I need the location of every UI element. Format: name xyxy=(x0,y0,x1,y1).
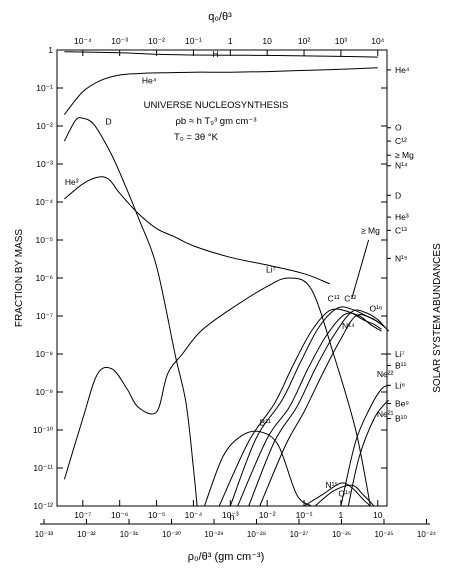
series-line xyxy=(347,399,390,507)
y-tick-label: 10⁻¹⁰ xyxy=(33,425,54,435)
annotation-line-1: ρb ≈ h T₉³ gm cm⁻³ xyxy=(176,116,257,127)
rho-tick-label: 10⁻³¹ xyxy=(120,530,139,539)
y-tick-label: 10⁻¹¹ xyxy=(33,463,53,473)
y-tick-label: 10⁻⁷ xyxy=(36,311,53,321)
y-tick-label: 10⁻⁴ xyxy=(35,197,53,207)
curve-label: Ne²¹ xyxy=(377,409,394,419)
top-tick-label: 10² xyxy=(298,36,310,46)
series-line xyxy=(64,51,378,58)
curve-label: C¹³ xyxy=(328,294,340,304)
y-tick-label: 10⁻⁹ xyxy=(35,387,53,397)
right-axis-title: SOLAR SYSTEM ABUNDANCES xyxy=(432,243,443,393)
mg-arrow-line xyxy=(351,239,370,299)
series-line xyxy=(248,309,386,507)
curve-label: D xyxy=(106,116,112,126)
curve-label: B¹¹ xyxy=(260,418,272,428)
h-axis-title: h xyxy=(230,512,235,522)
right-abundance-label: O xyxy=(395,123,402,133)
top-tick-label: 10⁻⁴ xyxy=(74,36,92,46)
h-tick-label: 10⁻⁷ xyxy=(74,510,91,520)
h-tick-label: 10⁻⁵ xyxy=(148,510,165,520)
top-tick-label: 10⁻¹ xyxy=(185,36,202,46)
series-line xyxy=(218,308,382,507)
curve-label: ≥ Mg xyxy=(361,225,380,235)
top-tick-label: 1 xyxy=(228,36,233,46)
h-tick-label: 10⁻¹ xyxy=(296,510,313,520)
right-abundance-label: He⁴ xyxy=(395,65,410,75)
rho-axis-title: ρ₀/θ³ (gm cm⁻³) xyxy=(188,551,265,563)
series-line xyxy=(63,277,371,507)
top-tick-label: 10⁻³ xyxy=(111,36,128,46)
series-line xyxy=(314,484,375,507)
right-abundance-label: N¹⁴ xyxy=(395,161,408,171)
chart-series xyxy=(63,51,390,507)
right-abundance-label: He³ xyxy=(395,212,409,222)
rho-tick-label: 10⁻²⁶ xyxy=(332,530,351,539)
y-tick-label: 1 xyxy=(48,45,53,55)
y-tick-label: 10⁻² xyxy=(36,121,53,131)
series-line xyxy=(303,482,371,507)
right-abundance-label: Li⁷ xyxy=(395,349,405,359)
series-line xyxy=(63,117,198,507)
top-tick-label: 10³ xyxy=(335,36,347,46)
y-tick-label: 10⁻¹² xyxy=(33,501,53,511)
right-abundance-label: ≥ Mg xyxy=(395,150,414,160)
curve-label: Ne²² xyxy=(377,369,394,379)
h-tick-label: 10⁻³ xyxy=(222,510,239,520)
curve-label: O¹⁷ xyxy=(338,488,351,498)
rho-tick-label: 10⁻³³ xyxy=(35,530,54,539)
rho-tick-label: 10⁻²⁵ xyxy=(374,530,393,539)
right-abundance-label: C¹² xyxy=(395,136,407,146)
right-abundance-label: Li⁶ xyxy=(395,380,405,390)
right-abundance-label: Be⁹ xyxy=(395,398,409,408)
h-tick-label: 10⁻⁶ xyxy=(111,510,128,520)
curve-label: Li⁷ xyxy=(266,264,276,274)
top-tick-label: 10 xyxy=(262,36,272,46)
h-tick-label: 10⁻⁴ xyxy=(185,510,203,520)
y-tick-label: 10⁻³ xyxy=(36,159,53,169)
annotation-line-2: T₀ = 3θ °K xyxy=(174,132,219,143)
curve-label: N¹⁴ xyxy=(342,321,355,331)
rho-tick-label: 10⁻³⁰ xyxy=(162,530,181,539)
right-abundance-label: B¹¹ xyxy=(395,360,407,370)
curve-label: H xyxy=(212,49,218,59)
series-line xyxy=(64,176,330,285)
h-tick-label: 10⁻² xyxy=(259,510,276,520)
rho-tick-label: 10⁻²⁹ xyxy=(204,530,223,539)
series-line xyxy=(64,67,378,115)
series-line xyxy=(259,314,390,507)
rho-tick-label: 10⁻³² xyxy=(77,530,96,539)
rho-tick-label: 10⁻²⁸ xyxy=(247,530,266,539)
chart-axes: 1 10⁻¹ 10⁻² 10⁻³ 10⁻⁴ 10⁻⁵ 10⁻⁶ 10⁻⁷ 10⁻⁸ 10⁻⁹ 10⁻… xyxy=(14,11,443,563)
curve-label: N¹⁵ xyxy=(325,480,338,490)
right-abundance-label: N¹⁵ xyxy=(395,253,408,263)
top-tick-label: 10⁻² xyxy=(148,36,165,46)
series-line xyxy=(237,312,382,507)
top-tick-label: 10⁴ xyxy=(371,36,384,46)
right-abundance-label: C¹³ xyxy=(395,225,407,235)
curve-label: He⁴ xyxy=(142,76,157,86)
h-tick-label: 10 xyxy=(373,510,383,520)
curve-label: He³ xyxy=(65,177,79,187)
y-axis-title: FRACTION BY MASS xyxy=(14,229,25,327)
curve-label: C¹² xyxy=(344,294,356,304)
chart-labels: H He⁴ D He³ Li⁷ ≥ Mg C¹³ C¹² O¹⁶ N¹⁴ Ne²² Ne²¹ B¹¹ N¹… xyxy=(65,49,394,498)
y-tick-label: 10⁻⁶ xyxy=(36,273,53,283)
right-abundance-label: B¹⁰ xyxy=(395,414,408,424)
annotation-title: UNIVERSE NUCLEOSYNTHESIS xyxy=(144,100,289,111)
y-tick-label: 10⁻¹ xyxy=(36,83,53,93)
y-tick-label: 10⁻⁵ xyxy=(36,235,53,245)
right-abundance-label: D xyxy=(395,190,401,200)
series-line xyxy=(204,430,312,507)
curve-label: O¹⁶ xyxy=(369,304,382,314)
h-tick-label: 1 xyxy=(339,510,344,520)
series-line xyxy=(340,384,390,507)
top-axis-title: q₀/θ³ xyxy=(208,11,232,23)
rho-tick-label: 10⁻²⁷ xyxy=(290,530,309,539)
rho-tick-label: 10⁻²⁴ xyxy=(417,530,437,539)
y-tick-label: 10⁻⁸ xyxy=(35,349,53,359)
